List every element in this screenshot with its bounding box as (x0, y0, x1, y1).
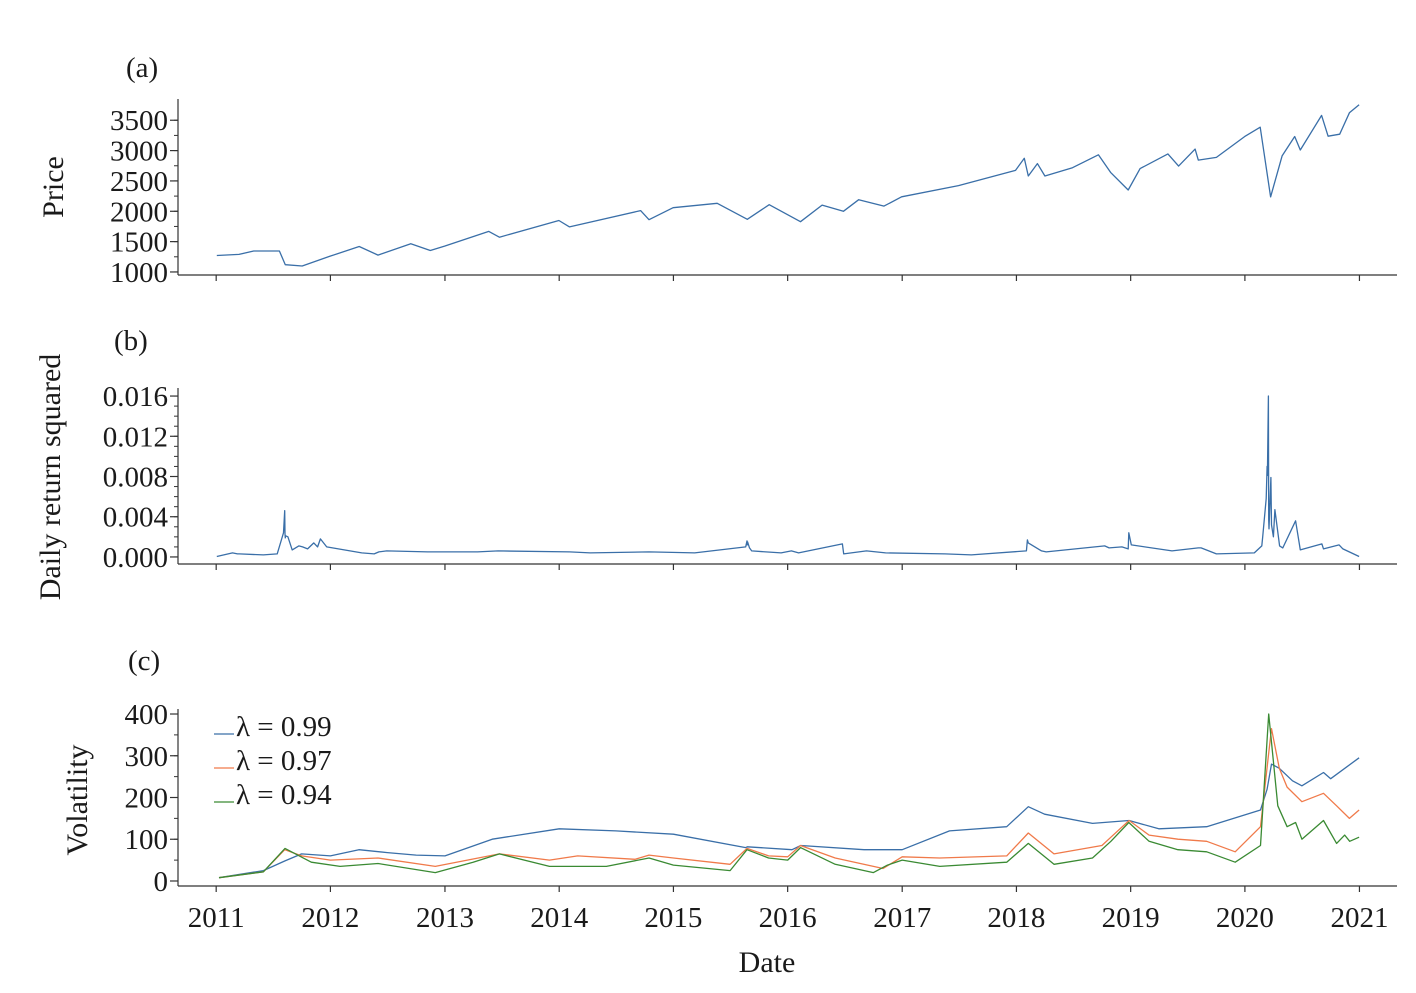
series-line-1-0 (216, 395, 1360, 558)
return-squared-axis-label: Daily return squared (34, 354, 67, 601)
volatility-axis-label: Volatility (61, 744, 94, 855)
panel-a-label: (a) (126, 52, 158, 84)
series-line-2-2 (218, 713, 1360, 879)
legend-entry: λ = 0.94 (236, 779, 332, 811)
series-line-2-0 (218, 757, 1360, 879)
x-tick-label: 2011 (188, 902, 245, 934)
y-tick-label: 1500 (110, 227, 168, 259)
return-squared-panel: (b) Daily return squared 0.016 0.012 0.008… (34, 325, 1397, 600)
y-tick-label: 3500 (110, 105, 168, 137)
series-line-0-0 (216, 104, 1360, 267)
x-tick-label: 2014 (530, 902, 589, 934)
y-tick-label: 0.004 (103, 502, 169, 534)
price-axis-label: Price (37, 156, 70, 218)
y-tick-label: 3000 (110, 136, 168, 168)
x-tick-label: 2013 (416, 902, 474, 934)
x-tick-label: 2016 (759, 902, 817, 934)
volatility-panel: (c) Volatility Date 400 300 200 100 0 2011 201… (61, 645, 1397, 979)
legend-entry: λ = 0.99 (236, 711, 332, 743)
y-tick-label: 2000 (110, 196, 168, 228)
y-tick-label: 2500 (110, 166, 168, 198)
x-tick-label: 2018 (987, 902, 1045, 934)
y-tick-label: 1000 (110, 257, 168, 289)
x-tick-label: 2015 (644, 902, 702, 934)
legend: λ = 0.99λ = 0.97λ = 0.94 (214, 711, 332, 811)
y-tick-label: 0.016 (103, 381, 168, 413)
y-tick-label: 200 (125, 783, 169, 815)
panel-b-label: (b) (114, 325, 148, 357)
x-tick-label: 2021 (1330, 902, 1388, 934)
x-tick-label: 2019 (1102, 902, 1160, 934)
x-tick-label: 2017 (873, 902, 931, 934)
y-tick-label: 400 (125, 699, 169, 731)
date-axis-label: Date (739, 946, 796, 979)
y-tick-label: 100 (125, 824, 169, 856)
series-line-2-1 (218, 727, 1360, 879)
panel-c-label: (c) (128, 645, 160, 677)
y-tick-label: 300 (125, 741, 169, 773)
y-tick-label: 0 (154, 866, 169, 898)
x-tick-label: 2012 (301, 902, 359, 934)
legend-entry: λ = 0.97 (236, 745, 332, 777)
x-tick-label: 2020 (1216, 902, 1274, 934)
y-tick-label: 0.008 (103, 462, 168, 494)
y-tick-label: 0.000 (103, 542, 168, 574)
y-tick-label: 0.012 (103, 421, 168, 453)
